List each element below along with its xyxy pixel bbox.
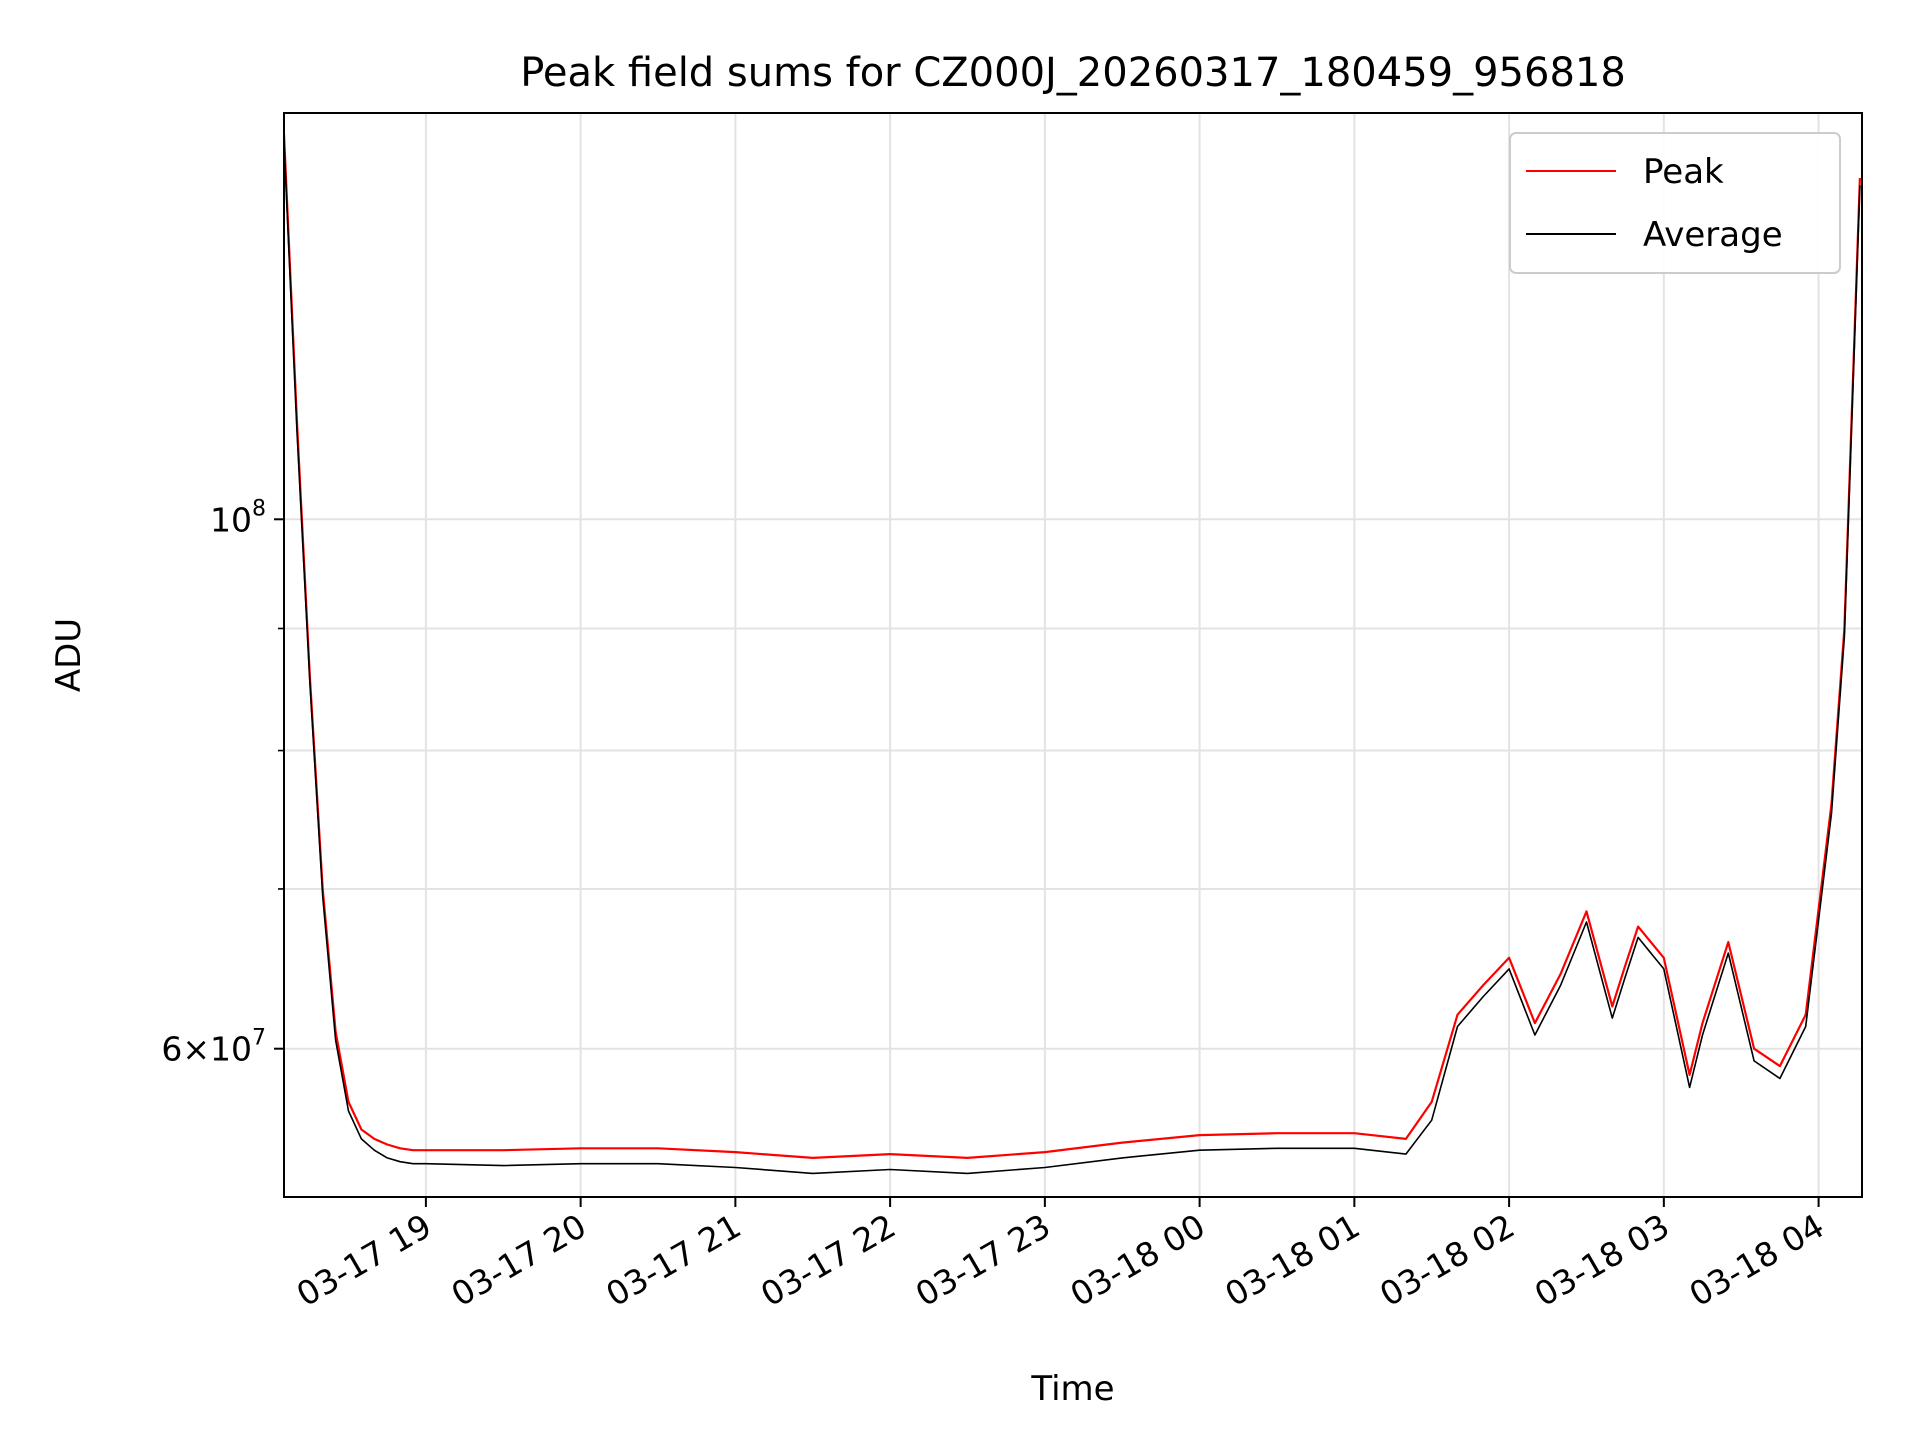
y-tick-exponent: 8 (252, 496, 266, 521)
y-tick-base: 10 (210, 1030, 252, 1069)
y-tick-times: × (182, 1030, 210, 1069)
legend: Peak Average (1509, 132, 1841, 274)
legend-label: Average (1643, 215, 1783, 255)
series-line-peak (284, 134, 1861, 1160)
y-tick-exponent: 7 (252, 1026, 266, 1051)
grid (284, 113, 1862, 1197)
x-axis-label: Time (1030, 1369, 1114, 1409)
series-line-average (284, 141, 1861, 1175)
y-tick-mantissa: 6 (161, 1030, 182, 1069)
chart-title: Peak field sums for CZ000J_20260317_1804… (520, 50, 1626, 96)
legend-label: Peak (1643, 152, 1724, 192)
legend-box (1509, 132, 1841, 274)
series-layer (284, 134, 1861, 1175)
y-tick-base: 10 (210, 500, 252, 539)
y-tick-label: 6×107 (161, 1026, 266, 1069)
y-axis-label: ADU (49, 618, 89, 692)
y-tick-label: 108 (210, 496, 266, 539)
plot-frame (283, 112, 1863, 1198)
